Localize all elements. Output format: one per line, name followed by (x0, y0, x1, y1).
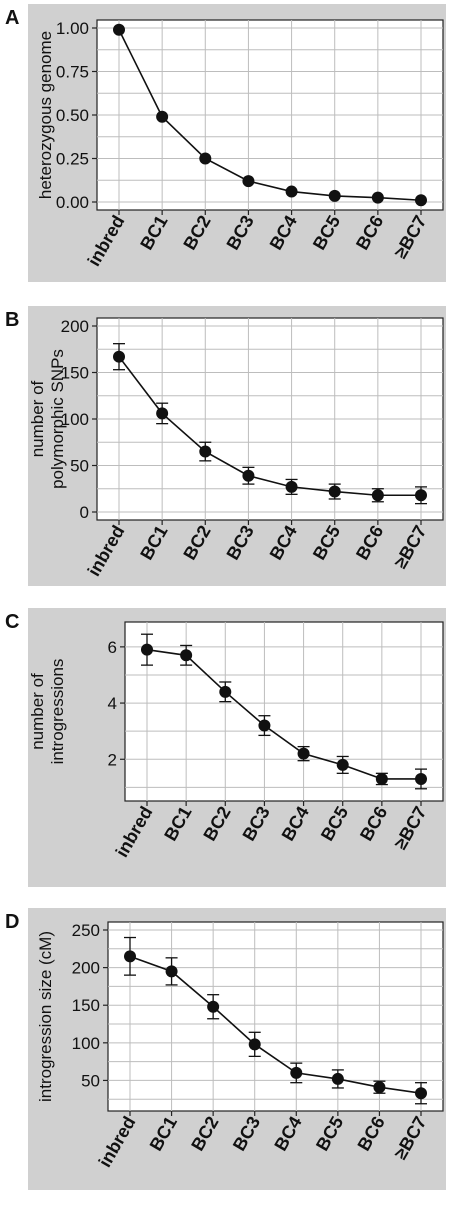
data-point (371, 489, 384, 502)
series-line (118, 356, 421, 497)
y-axis-label: number of (28, 380, 47, 457)
data-point (297, 747, 310, 760)
data-point (156, 110, 169, 123)
y-tick-label: 0.75 (56, 63, 89, 82)
y-axis-label: introgressions (48, 659, 67, 765)
data-point (156, 407, 169, 420)
y-tick-label: 4 (108, 694, 117, 713)
y-tick-label: 200 (61, 317, 89, 336)
plot-area (124, 621, 444, 802)
y-tick-label: 0.50 (56, 106, 89, 125)
data-point (415, 194, 427, 207)
y-tick-label: 200 (72, 959, 100, 978)
data-point (113, 350, 125, 363)
data-point (328, 485, 341, 498)
data-point (199, 152, 212, 165)
y-tick-label: 0.25 (56, 150, 89, 169)
data-point (207, 1000, 220, 1013)
panel-label: C (5, 611, 19, 633)
y-tick-label: 50 (81, 1071, 100, 1090)
y-tick-label: 2 (108, 750, 117, 769)
y-tick-label: 0 (80, 503, 89, 522)
data-point (415, 772, 427, 785)
y-tick-label: 250 (72, 921, 100, 940)
y-axis-label: introgression size (cM) (36, 931, 55, 1102)
y-tick-label: 150 (61, 364, 89, 383)
data-point (285, 185, 298, 198)
y-tick-label: 100 (72, 1034, 100, 1053)
data-point (248, 1038, 261, 1051)
series-line (146, 648, 421, 780)
data-point (199, 445, 212, 458)
y-axis-label: number of (28, 673, 47, 750)
y-tick-label: 0.00 (56, 193, 89, 212)
series-line (129, 955, 422, 1095)
data-point (113, 23, 125, 36)
data-point (124, 950, 136, 963)
data-point (415, 489, 427, 502)
data-point (219, 685, 232, 698)
y-tick-label: 100 (61, 410, 89, 429)
y-tick-label: 1.00 (56, 19, 89, 38)
y-axis-label: polymorphic SNPs (48, 349, 67, 489)
panel-label: D (5, 911, 19, 933)
y-axis-label: heterozygous genome (36, 31, 55, 199)
y-tick-label: 150 (72, 996, 100, 1015)
data-point (375, 772, 388, 785)
panel-label: B (5, 309, 19, 331)
data-point (242, 175, 255, 188)
data-point (373, 1081, 386, 1094)
series-line (118, 29, 422, 202)
data-point (285, 480, 298, 493)
y-tick-label: 50 (70, 457, 89, 476)
panel-label: A (5, 7, 19, 29)
data-point (242, 469, 255, 482)
data-point (290, 1066, 303, 1079)
data-point (328, 189, 341, 202)
data-point (141, 643, 153, 656)
y-tick-label: 6 (108, 638, 117, 657)
data-point (336, 758, 349, 771)
data-point (415, 1087, 427, 1100)
data-point (331, 1072, 344, 1085)
data-point (180, 649, 193, 662)
data-point (258, 719, 271, 732)
data-point (165, 965, 178, 978)
data-point (371, 191, 384, 204)
plot-area (107, 921, 444, 1112)
